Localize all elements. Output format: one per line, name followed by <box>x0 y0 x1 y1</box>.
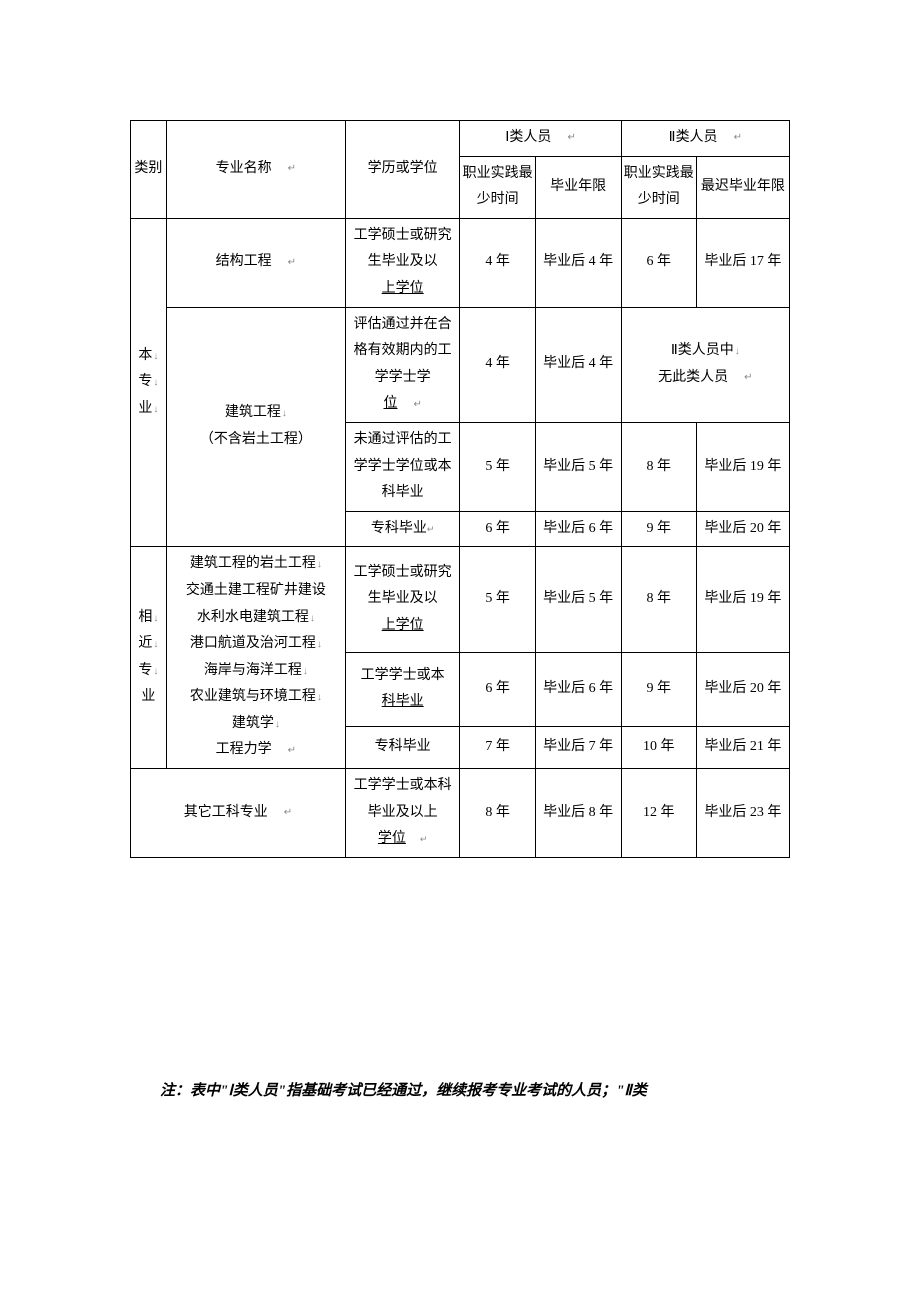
table-row: 本 专 业 结构工程 工学硕士或研究生毕业及以上学位 4 年 毕业后 4 年 6… <box>131 218 790 307</box>
edu-cell: 专科毕业↵ <box>345 511 460 547</box>
year-cell: 毕业后 7 年 <box>535 726 621 768</box>
major-cell: 建筑工程的岩土工程 交通土建工程矿井建设 水利水电建筑工程 港口航道及治河工程 … <box>166 547 345 769</box>
year-cell: 毕业后 17 年 <box>696 218 789 307</box>
merged-cell: Ⅱ类人员中 无此类人员 <box>621 307 789 422</box>
category-related: 相 近 专 业 <box>131 547 167 769</box>
year-cell: 毕业后 19 年 <box>696 422 789 511</box>
year-cell: 毕业后 6 年 <box>535 652 621 726</box>
header-type1: Ⅰ类人员 <box>460 121 621 157</box>
year-cell: 毕业后 19 年 <box>696 547 789 653</box>
time-cell: 8 年 <box>621 422 696 511</box>
qualification-table: 类别 专业名称 学历或学位 Ⅰ类人员 Ⅱ类人员 职业实践最少时间 毕业年限 职业… <box>130 120 790 858</box>
header-category: 类别 <box>131 121 167 219</box>
time-cell: 12 年 <box>621 769 696 858</box>
time-cell: 6 年 <box>621 218 696 307</box>
footnote-text: 注：表中"Ⅰ类人员"指基础考试已经通过，继续报考专业考试的人员；"Ⅱ类 <box>130 1078 790 1105</box>
category-main: 本 专 业 <box>131 218 167 547</box>
year-cell: 毕业后 4 年 <box>535 307 621 422</box>
edu-cell: 工学学士或本科毕业及以上学位 ↵ <box>345 769 460 858</box>
edu-cell: 评估通过并在合格有效期内的工学学士学位 <box>345 307 460 422</box>
edu-cell: 工学硕士或研究生毕业及以上学位 <box>345 547 460 653</box>
major-cell: 结构工程 <box>166 218 345 307</box>
major-cell: 建筑工程 （不含岩土工程） <box>166 307 345 547</box>
year-cell: 毕业后 20 年 <box>696 511 789 547</box>
edu-cell: 工学学士或本科毕业 <box>345 652 460 726</box>
header-major: 专业名称 <box>166 121 345 219</box>
table-row: 建筑工程 （不含岩土工程） 评估通过并在合格有效期内的工学学士学位 4 年 毕业… <box>131 307 790 422</box>
time-cell: 9 年 <box>621 652 696 726</box>
major-cell: 其它工科专业 <box>131 769 346 858</box>
header-practice1: 职业实践最少时间 <box>460 156 535 218</box>
time-cell: 8 年 <box>460 769 535 858</box>
year-cell: 毕业后 5 年 <box>535 422 621 511</box>
time-cell: 10 年 <box>621 726 696 768</box>
edu-cell: 未通过评估的工学学士学位或本科毕业 <box>345 422 460 511</box>
time-cell: 4 年 <box>460 307 535 422</box>
time-cell: 7 年 <box>460 726 535 768</box>
year-cell: 毕业后 21 年 <box>696 726 789 768</box>
header-row-1: 类别 专业名称 学历或学位 Ⅰ类人员 Ⅱ类人员 <box>131 121 790 157</box>
header-gradyear2: 最迟毕业年限 <box>696 156 789 218</box>
time-cell: 4 年 <box>460 218 535 307</box>
year-cell: 毕业后 4 年 <box>535 218 621 307</box>
year-cell: 毕业后 8 年 <box>535 769 621 858</box>
time-cell: 6 年 <box>460 511 535 547</box>
year-cell: 毕业后 20 年 <box>696 652 789 726</box>
header-type2: Ⅱ类人员 <box>621 121 789 157</box>
edu-cell: 专科毕业 <box>345 726 460 768</box>
time-cell: 5 年 <box>460 422 535 511</box>
year-cell: 毕业后 6 年 <box>535 511 621 547</box>
header-gradyear1: 毕业年限 <box>535 156 621 218</box>
header-education: 学历或学位 <box>345 121 460 219</box>
edu-cell: 工学硕士或研究生毕业及以上学位 <box>345 218 460 307</box>
time-cell: 8 年 <box>621 547 696 653</box>
year-cell: 毕业后 5 年 <box>535 547 621 653</box>
table-row: 相 近 专 业 建筑工程的岩土工程 交通土建工程矿井建设 水利水电建筑工程 港口… <box>131 547 790 653</box>
header-practice2: 职业实践最少时间 <box>621 156 696 218</box>
table-row: 其它工科专业 工学学士或本科毕业及以上学位 ↵ 8 年 毕业后 8 年 12 年… <box>131 769 790 858</box>
time-cell: 5 年 <box>460 547 535 653</box>
time-cell: 9 年 <box>621 511 696 547</box>
year-cell: 毕业后 23 年 <box>696 769 789 858</box>
time-cell: 6 年 <box>460 652 535 726</box>
